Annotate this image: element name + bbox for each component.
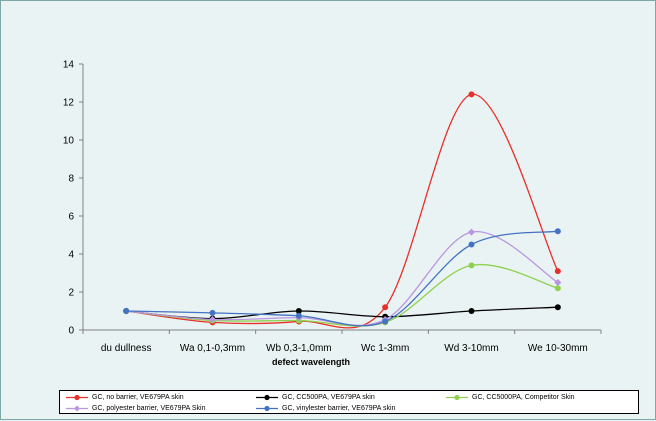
y-tick-label: 8 xyxy=(68,174,74,185)
y-axis-ticks: 0 2 4 6 8 10 12 14 xyxy=(63,60,83,337)
legend-item: GC, CC5000PA, Competitor Skin xyxy=(446,392,575,403)
legend-item: GC, CC500PA, VE679PA skin xyxy=(256,392,375,403)
legend-item: GC, vinylester barrier, VE679PA skin xyxy=(256,403,395,414)
data-point xyxy=(295,308,302,314)
series-3 xyxy=(123,262,561,327)
data-point xyxy=(554,228,561,235)
series-1 xyxy=(123,91,561,329)
legend-swatch xyxy=(446,394,468,401)
legend-swatch xyxy=(256,405,278,412)
legend-swatch xyxy=(256,394,278,401)
data-point xyxy=(554,268,561,275)
series-line xyxy=(126,231,559,327)
data-point xyxy=(209,309,216,316)
x-tick-label: We 10-30mm xyxy=(528,343,588,354)
series-4 xyxy=(122,228,562,327)
chart-legend: GC, no barrier, VE679PA skin GC, CC500PA,… xyxy=(59,390,639,414)
series-line xyxy=(126,230,558,327)
y-tick-label: 2 xyxy=(68,288,74,299)
x-axis-title: defect wavelength xyxy=(272,357,350,367)
series-5 xyxy=(123,228,561,327)
x-tick-label: Wa 0,1-0,3mm xyxy=(180,343,245,354)
data-point xyxy=(382,304,389,311)
data-point xyxy=(468,228,475,236)
y-tick-label: 10 xyxy=(63,136,75,147)
x-tick-label: Wb 0,3-1,0mm xyxy=(266,343,332,354)
y-tick-label: 12 xyxy=(63,98,75,109)
legend-swatch xyxy=(66,405,88,412)
legend-label: GC, vinylester barrier, VE679PA skin xyxy=(282,405,396,412)
data-point xyxy=(295,312,302,319)
y-tick-label: 4 xyxy=(68,250,74,261)
y-tick-label: 6 xyxy=(68,212,74,223)
series-line xyxy=(126,93,559,329)
data-point xyxy=(554,304,561,311)
legend-label: GC, polyester barrier, VE679PA Skin xyxy=(92,405,206,412)
y-tick-label: 0 xyxy=(68,326,74,337)
data-point xyxy=(468,308,475,314)
data-point xyxy=(382,318,389,325)
legend-label: GC, CC5000PA, Competitor Skin xyxy=(472,394,575,401)
data-point xyxy=(123,308,130,314)
legend-label: GC, no barrier, VE679PA skin xyxy=(92,394,184,401)
x-tick-label: Wd 3-10mm xyxy=(444,343,498,354)
x-tick-label: Wc 1-3mm xyxy=(361,343,409,354)
series-line xyxy=(126,263,558,327)
x-axis-ticks: du dullness Wa 0,1-0,3mm Wb 0,3-1,0mm Wc 1-… xyxy=(82,330,602,354)
legend-swatch xyxy=(66,394,88,401)
x-tick-label: du dullness xyxy=(101,343,152,354)
legend-label: GC, CC500PA, VE679PA skin xyxy=(282,394,375,401)
data-point xyxy=(468,262,475,269)
legend-item: GC, no barrier, VE679PA skin xyxy=(66,392,184,403)
data-point xyxy=(209,316,216,324)
data-point xyxy=(554,285,561,292)
series-layer xyxy=(122,91,562,329)
legend-item: GC, polyester barrier, VE679PA Skin xyxy=(66,403,205,414)
data-point xyxy=(468,91,475,98)
data-point xyxy=(554,279,562,286)
y-tick-label: 14 xyxy=(63,60,75,71)
data-point xyxy=(468,241,475,248)
chart-axes xyxy=(82,64,601,331)
